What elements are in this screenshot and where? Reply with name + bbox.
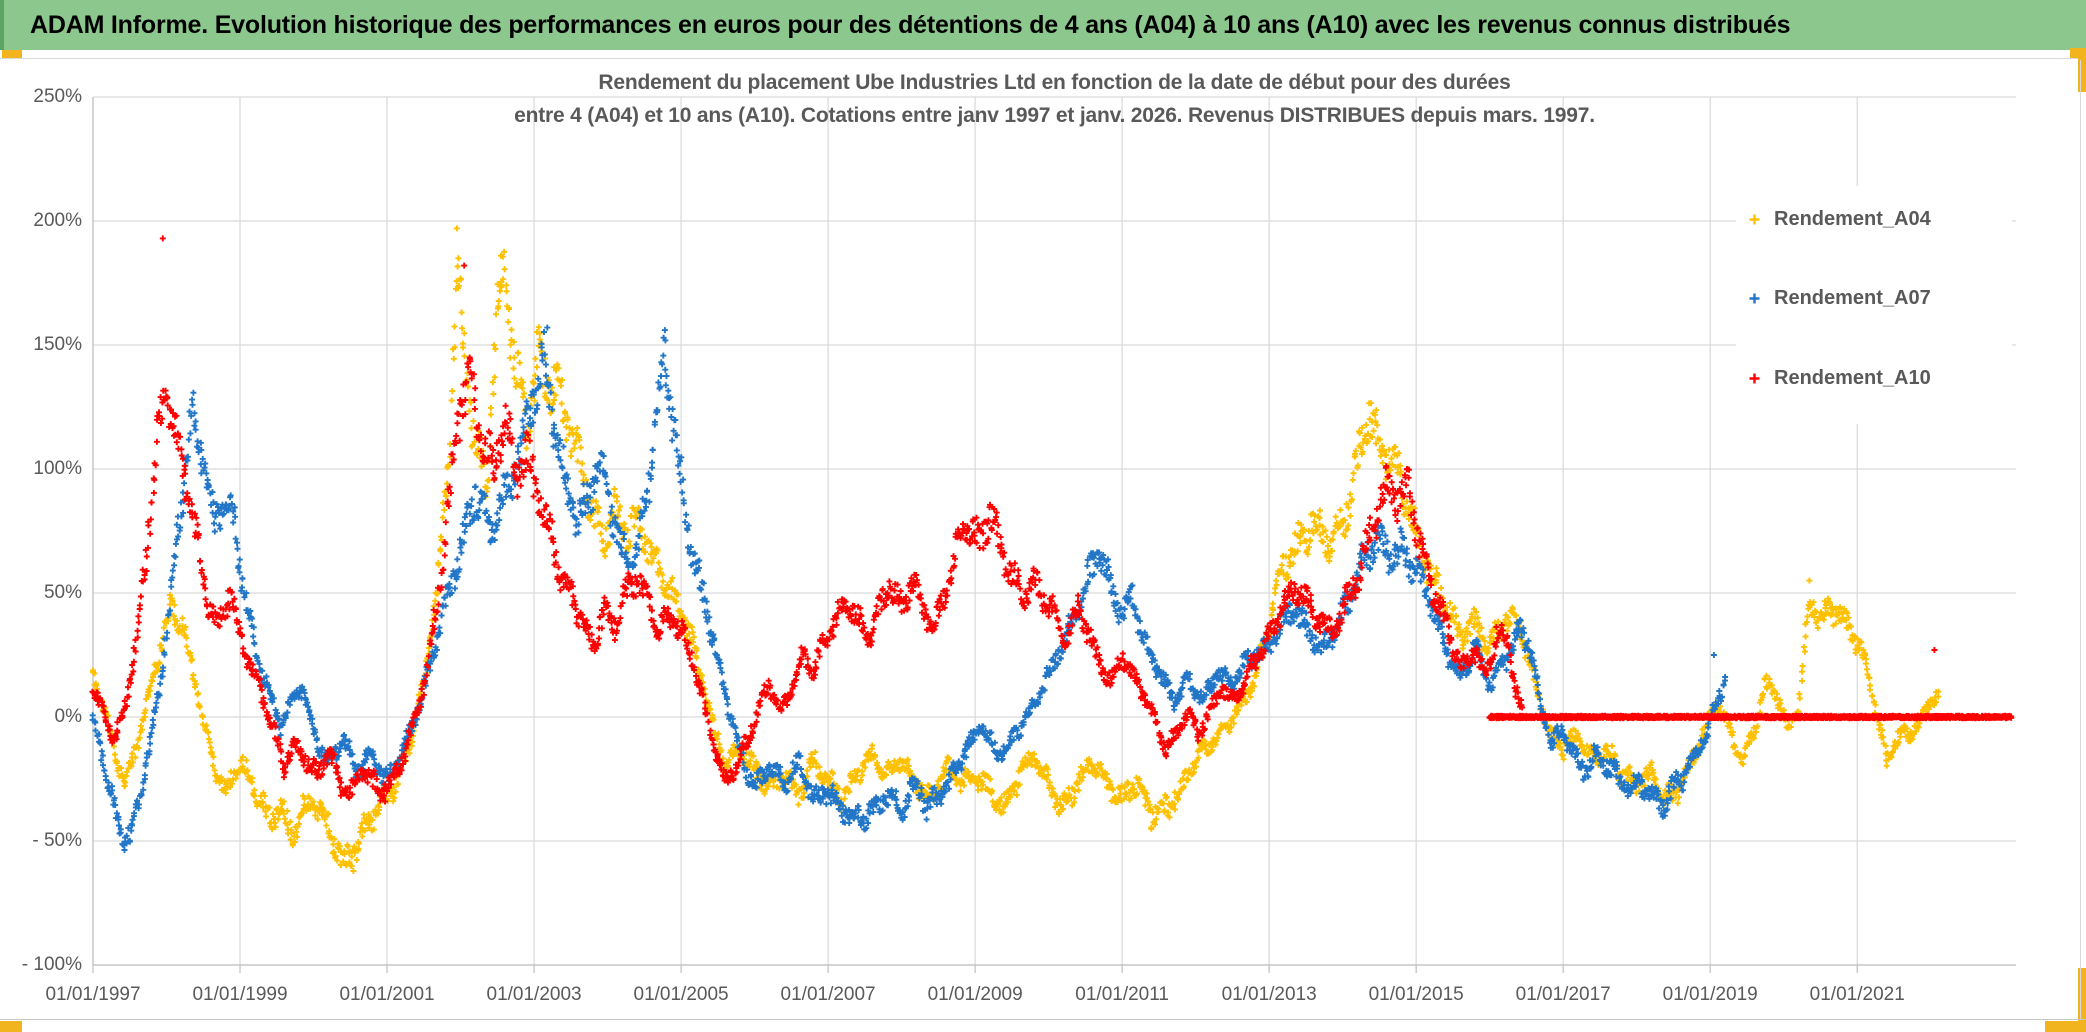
accent-gold-corner-bottom-left bbox=[0, 1021, 22, 1032]
accent-gold-header-left bbox=[2, 50, 22, 58]
legend-marker-plus-icon bbox=[1749, 373, 1760, 384]
x-tick-label-3: 01/01/2003 bbox=[486, 984, 582, 1005]
gridlines bbox=[92, 96, 2016, 966]
accent-gold-header-right bbox=[2070, 48, 2086, 58]
legend-background bbox=[1736, 186, 2012, 424]
x-tick-label-5: 01/01/2007 bbox=[780, 984, 876, 1005]
legend-marker-plus-icon bbox=[1749, 293, 1760, 304]
x-tick-label-12: 01/01/2021 bbox=[1809, 984, 1905, 1005]
legend-item-Rendement_A10[interactable]: Rendement_A10 bbox=[1748, 367, 1931, 390]
accent-gold-right-top bbox=[2078, 58, 2086, 92]
accent-gold-right-bottom bbox=[2078, 968, 2086, 1022]
legend-item-Rendement_A04[interactable]: Rendement_A04 bbox=[1748, 208, 1931, 231]
y-tick-label-1: 200% bbox=[33, 210, 82, 231]
series-group bbox=[89, 225, 2015, 874]
x-tick-label-8: 01/01/2013 bbox=[1221, 984, 1317, 1005]
chart-title-line1: Rendement du placement Ube Industries Lt… bbox=[598, 71, 1511, 94]
y-tick-label-0: 250% bbox=[33, 86, 82, 107]
x-tick-label-6: 01/01/2009 bbox=[927, 984, 1023, 1005]
x-tick-label-0: 01/01/1997 bbox=[45, 984, 141, 1005]
axes bbox=[92, 97, 2016, 973]
series-Rendement_A10[interactable] bbox=[89, 235, 2015, 805]
page-bottom-border bbox=[0, 1019, 2086, 1020]
legend-label: Rendement_A10 bbox=[1774, 367, 1931, 389]
legend-marker-plus-icon bbox=[1749, 214, 1760, 225]
y-tick-label-7: - 100% bbox=[21, 954, 82, 975]
accent-gold-corner-bottom-right bbox=[2045, 1021, 2086, 1032]
y-tick-label-6: - 50% bbox=[32, 830, 82, 851]
legend-item-Rendement_A07[interactable]: Rendement_A07 bbox=[1748, 287, 1931, 310]
x-tick-label-7: 01/01/2011 bbox=[1075, 984, 1169, 1005]
chart-title: Rendement du placement Ube Industries Lt… bbox=[93, 66, 2016, 132]
title-banner: ADAM Informe. Evolution historique des p… bbox=[0, 0, 2086, 50]
banner-title: ADAM Informe. Evolution historique des p… bbox=[30, 10, 1791, 39]
banner-underline bbox=[0, 58, 2086, 59]
x-tick-label-1: 01/01/1999 bbox=[192, 984, 288, 1005]
chart-title-line2: entre 4 (A04) et 10 ans (A10). Cotations… bbox=[514, 104, 1595, 127]
legend-label: Rendement_A07 bbox=[1774, 287, 1931, 309]
banner-edge-strip bbox=[0, 0, 4, 50]
x-tick-label-4: 01/01/2005 bbox=[633, 984, 729, 1005]
y-tick-label-5: 0% bbox=[54, 706, 82, 727]
legend-label: Rendement_A04 bbox=[1774, 208, 1931, 230]
x-tick-label-11: 01/01/2019 bbox=[1662, 984, 1758, 1005]
x-tick-label-9: 01/01/2015 bbox=[1368, 984, 1464, 1005]
y-tick-label-4: 50% bbox=[43, 582, 82, 603]
y-tick-label-2: 150% bbox=[33, 334, 82, 355]
x-tick-label-10: 01/01/2017 bbox=[1515, 984, 1611, 1005]
chart-frame-right-border bbox=[2080, 60, 2081, 1020]
y-tick-label-3: 100% bbox=[33, 458, 82, 479]
x-tick-label-2: 01/01/2001 bbox=[339, 984, 435, 1005]
